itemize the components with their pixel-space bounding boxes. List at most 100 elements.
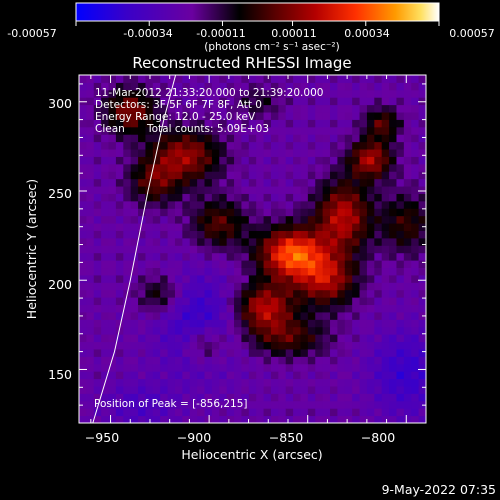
heatmap-cell [167, 393, 176, 402]
heatmap-cell [174, 282, 183, 291]
heatmap-cell [241, 126, 250, 135]
heatmap-cell [241, 237, 250, 246]
heatmap-cell [330, 134, 338, 143]
heatmap-cell [234, 119, 242, 128]
heatmap-cell [270, 260, 279, 269]
heatmap-cell [130, 178, 139, 187]
heatmap-cell [204, 208, 213, 217]
heatmap-cell [270, 267, 279, 276]
heatmap-cell [197, 356, 206, 365]
heatmap-cell [403, 82, 412, 91]
heatmap-cell [396, 230, 405, 239]
heatmap-cell [152, 348, 161, 357]
heatmap-cell [307, 163, 316, 172]
heatmap-cell [182, 230, 191, 239]
heatmap-cell [79, 230, 87, 239]
heatmap-cell [241, 208, 250, 217]
heatmap-cell [285, 208, 294, 217]
heatmap-cell [93, 200, 102, 209]
heatmap-cell [374, 282, 383, 291]
heatmap-cell [293, 282, 301, 291]
heatmap-cell [270, 230, 279, 239]
heatmap-cell [389, 215, 397, 224]
heatmap-cell [79, 319, 87, 328]
heatmap-cell [411, 297, 420, 306]
heatmap-cell [167, 237, 176, 246]
heatmap-cell [403, 141, 412, 150]
heatmap-cell [108, 385, 117, 394]
heatmap-cell [123, 363, 132, 372]
heatmap-cell [130, 341, 139, 350]
heatmap-cell [174, 408, 183, 417]
heatmap-cell [366, 171, 375, 180]
heatmap-cell [152, 193, 161, 202]
heatmap-cell [167, 348, 176, 357]
heatmap-cell [330, 237, 338, 246]
heatmap-cell [307, 326, 316, 335]
heatmap-cell [263, 112, 272, 120]
info-detectors: Detectors: 3F 5F 6F 7F 8F, Att 0 [95, 99, 262, 111]
heatmap-cell [256, 341, 265, 350]
heatmap-cell [138, 223, 146, 231]
heatmap-cell [241, 304, 250, 313]
heatmap-cell [344, 267, 353, 276]
heatmap-cell [211, 89, 220, 98]
heatmap-cell [160, 274, 169, 283]
heatmap-cell [138, 119, 146, 128]
heatmap-cell [374, 112, 383, 120]
heatmap-cell [93, 178, 102, 187]
heatmap-cell [374, 393, 383, 402]
heatmap-cell [418, 75, 426, 83]
heatmap-cell [330, 363, 338, 372]
heatmap-cell [389, 126, 397, 135]
heatmap-cell [197, 245, 206, 254]
heatmap-cell [322, 223, 331, 231]
heatmap-cell [403, 385, 412, 394]
heatmap-cell [337, 304, 346, 313]
heatmap-cell [174, 141, 183, 150]
heatmap-cell [152, 178, 161, 187]
heatmap-cell [234, 289, 242, 298]
heatmap-cell [337, 363, 346, 372]
heatmap-cell [396, 408, 405, 417]
heatmap-cell [285, 97, 294, 106]
heatmap-cell [300, 245, 309, 254]
heatmap-cell [93, 186, 102, 194]
heatmap-cell [226, 208, 235, 217]
heatmap-cell [204, 289, 213, 298]
heatmap-cell [270, 415, 279, 423]
heatmap-cell [226, 178, 235, 187]
heatmap-cell [256, 334, 265, 343]
heatmap-cell [330, 274, 338, 283]
heatmap-cell [285, 193, 294, 202]
heatmap-cell [263, 215, 272, 224]
heatmap-cell [145, 156, 154, 165]
heatmap-cell [79, 267, 87, 276]
heatmap-cell [211, 134, 220, 143]
heatmap-cell [374, 378, 383, 387]
heatmap-cell [411, 363, 420, 372]
heatmap-cell [189, 171, 198, 180]
heatmap-cell [130, 223, 139, 231]
heatmap-cell [197, 304, 206, 313]
heatmap-cell [79, 119, 87, 128]
heatmap-cell [226, 245, 235, 254]
heatmap-cell [381, 260, 390, 269]
heatmap-cell [389, 230, 397, 239]
heatmap-cell [101, 193, 110, 202]
colorbar-tick-label: 0.00034 [344, 27, 390, 40]
heatmap-cell [145, 186, 154, 194]
heatmap-cell [145, 378, 154, 387]
heatmap-cell [115, 304, 124, 313]
heatmap-cell [115, 134, 124, 143]
heatmap-cell [219, 304, 228, 313]
heatmap-cell [248, 267, 257, 276]
heatmap-cell [174, 215, 183, 224]
heatmap-cell [93, 348, 102, 357]
heatmap-cell [130, 378, 139, 387]
heatmap-cell [396, 297, 405, 306]
heatmap-cell [381, 156, 390, 165]
colorbar-tick-label: -0.00034 [123, 27, 172, 40]
heatmap-cell [315, 334, 324, 343]
heatmap-cell [396, 341, 405, 350]
